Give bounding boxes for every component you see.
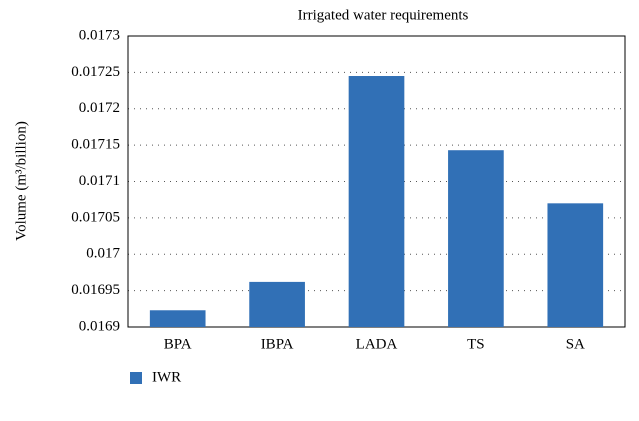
bar [547,203,604,327]
y-axis-label: Volume (m³/billion) [13,121,29,241]
legend-swatch [130,372,142,384]
legend-label: IWR [152,369,181,385]
y-tick-label: 0.01715 [71,137,120,153]
y-tick-label: 0.017 [86,246,120,262]
bar [348,76,405,327]
y-tick-label: 0.01725 [71,64,120,80]
x-tick-label: BPA [164,336,192,352]
chart-title: Irrigated water requirements [298,7,469,23]
y-tick-label: 0.0172 [79,100,120,116]
x-tick-label: SA [566,336,585,352]
bar [448,150,504,327]
y-tick-label: 0.0171 [79,173,120,189]
y-tick-label: 0.0169 [79,318,120,334]
bar [249,281,305,327]
y-tick-label: 0.01705 [71,209,120,225]
x-tick-label: LADA [356,336,398,352]
x-tick-label: IBPA [261,336,294,352]
x-tick-label: TS [467,336,485,352]
y-tick-label: 0.01695 [71,282,120,298]
bar [149,310,206,327]
y-tick-label: 0.0173 [79,27,120,43]
